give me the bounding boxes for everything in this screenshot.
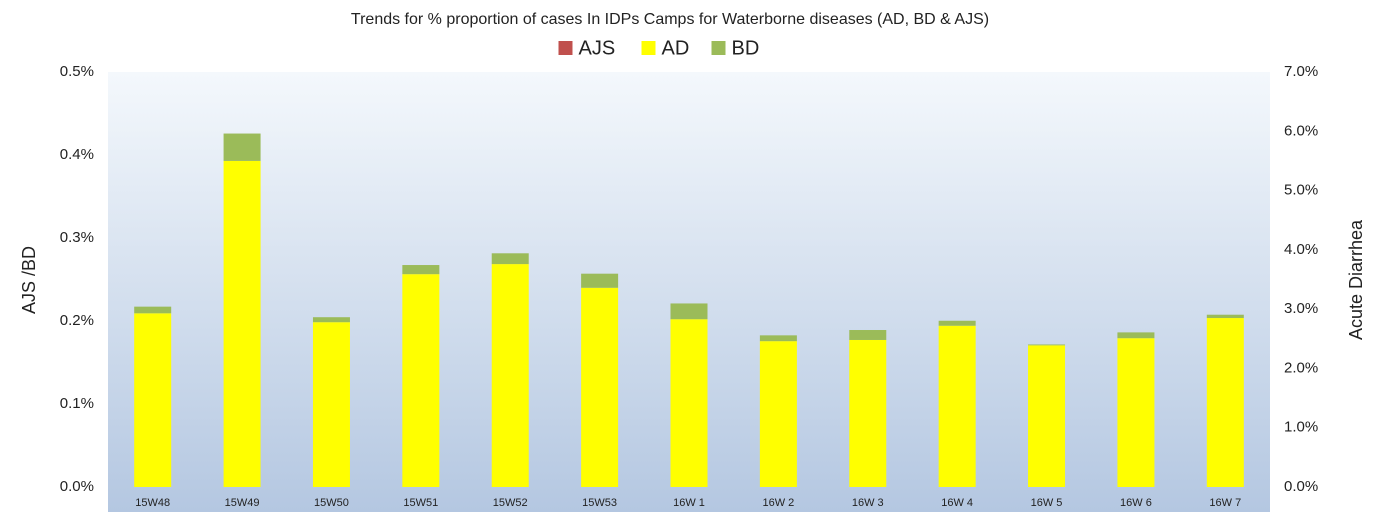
- bar-segment: [581, 273, 619, 288]
- legend: AJS AD BD: [558, 37, 760, 59]
- y-tick-label: 0.4%: [60, 146, 94, 163]
- y-tick-label: 0.1%: [60, 395, 94, 412]
- y2-tick-label: 2.0%: [1284, 359, 1318, 376]
- bar-segment: [491, 264, 529, 487]
- y2-tick-label: 1.0%: [1284, 419, 1318, 436]
- x-tick-label: 16W 6: [1120, 497, 1152, 509]
- bar-segment: [581, 287, 619, 487]
- x-tick-label: 15W49: [225, 497, 260, 509]
- x-tick-label: 15W52: [493, 497, 528, 509]
- x-tick-label: 16W 5: [1031, 497, 1063, 509]
- bar-segment: [938, 320, 976, 326]
- y2-tick-label: 4.0%: [1284, 241, 1318, 258]
- y2-tick-label: 6.0%: [1284, 122, 1318, 139]
- bar-segment: [1028, 345, 1066, 487]
- y2-axis-label: Acute Diarrhea: [1346, 219, 1366, 340]
- legend-swatch: [558, 41, 573, 55]
- legend-label: AD: [662, 37, 690, 59]
- bar-segment: [849, 339, 887, 487]
- y2-tick-label: 5.0%: [1284, 182, 1318, 199]
- x-tick-label: 15W53: [582, 497, 617, 509]
- bar-segment: [670, 303, 708, 320]
- bar-segment: [849, 330, 887, 340]
- bar-segment: [223, 160, 261, 487]
- bar-segment: [670, 319, 708, 487]
- bar-segment: [312, 322, 350, 487]
- bar-segment: [312, 317, 350, 323]
- bar-segment: [938, 325, 976, 487]
- bar-segment: [1206, 318, 1244, 487]
- bar-segment: [134, 306, 172, 314]
- x-tick-label: 15W51: [403, 497, 438, 509]
- legend-label: BD: [732, 37, 760, 59]
- chart-title: Trends for % proportion of cases In IDPs…: [351, 11, 989, 28]
- bar-segment: [134, 313, 172, 487]
- bar-segment: [1206, 314, 1244, 319]
- bar-segment: [402, 274, 440, 487]
- bar-segment: [1028, 344, 1066, 346]
- x-tick-label: 16W 2: [762, 497, 794, 509]
- x-tick-label: 15W50: [314, 497, 349, 509]
- y2-tick-label: 0.0%: [1284, 478, 1318, 495]
- x-tick-label: 16W 1: [673, 497, 705, 509]
- bar-segment: [223, 133, 261, 161]
- bar-segment: [1117, 338, 1155, 487]
- x-tick-label: 16W 4: [941, 497, 973, 509]
- bar-segment: [402, 265, 440, 275]
- x-tick-label: 15W48: [135, 497, 170, 509]
- bar-segment: [1117, 332, 1155, 339]
- bar-segment: [491, 253, 529, 265]
- y2-tick-label: 7.0%: [1284, 63, 1318, 80]
- y-tick-label: 0.5%: [60, 63, 94, 80]
- y-tick-label: 0.3%: [60, 229, 94, 246]
- x-tick-label: 16W 3: [852, 497, 884, 509]
- legend-label: AJS: [579, 37, 616, 59]
- x-tick-label: 16W 7: [1209, 497, 1241, 509]
- legend-swatch: [711, 41, 726, 55]
- legend-swatch: [641, 41, 656, 55]
- y-tick-label: 0.2%: [60, 312, 94, 329]
- y-tick-label: 0.0%: [60, 478, 94, 495]
- y-axis-label: AJS /BD: [19, 246, 39, 314]
- bar-segment: [759, 335, 797, 342]
- y2-tick-label: 3.0%: [1284, 300, 1318, 317]
- bar-segment: [759, 341, 797, 487]
